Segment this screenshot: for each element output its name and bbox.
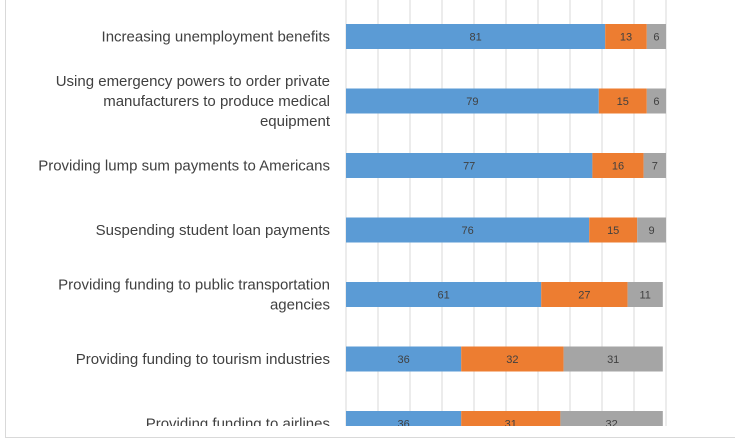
bar-segment [560, 411, 663, 426]
bar-segment [541, 282, 628, 307]
bar-segment [346, 282, 542, 307]
bar-segment [646, 88, 666, 114]
bar-segment [592, 153, 644, 178]
bars: 81 13 6 79 15 6 77 16 7 76 15 9 61 27 11 36 32 31 36 31 32 [346, 24, 666, 426]
data-label: 31 [607, 354, 619, 366]
bar-segment [646, 24, 666, 49]
data-label: 15 [617, 96, 629, 108]
bar-segment [346, 24, 606, 49]
data-label: 36 [397, 354, 409, 366]
bar-segment [346, 217, 590, 243]
data-label: 32 [506, 354, 518, 366]
bar-segment [627, 282, 663, 307]
data-label: 36 [397, 419, 409, 427]
bar-segment [346, 88, 599, 114]
category-label: Increasing unemployment benefits [102, 29, 330, 46]
bar-segment [346, 411, 462, 426]
data-label: 76 [461, 225, 473, 237]
data-label: 77 [463, 161, 475, 173]
data-label: 15 [607, 225, 619, 237]
bar-segment [589, 217, 638, 243]
data-label: 32 [605, 419, 617, 427]
data-label: 13 [620, 32, 632, 44]
data-label: 16 [612, 161, 624, 173]
data-label: 31 [505, 419, 517, 427]
bar-segment [643, 153, 666, 178]
bar-segment [605, 24, 647, 49]
stacked-bar-chart: Increasing unemployment benefits Using em… [38, 0, 667, 427]
bar-segment [637, 217, 666, 243]
data-label: 61 [437, 290, 449, 302]
bar-segment [598, 88, 647, 114]
bar-segment [563, 346, 663, 372]
bar-segment [346, 153, 593, 178]
bar-segment [461, 346, 564, 372]
bar-segment [346, 346, 462, 372]
data-label: 6 [653, 32, 659, 44]
category-label: Using emergency powers to order private m… [56, 73, 331, 130]
data-label: 27 [578, 290, 590, 302]
data-label: 79 [466, 96, 478, 108]
category-label: Providing lump sum payments to Americans [38, 158, 330, 175]
data-label: 81 [469, 32, 481, 44]
category-label: Suspending student loan payments [96, 222, 330, 239]
data-label: 9 [649, 225, 655, 237]
category-label: Providing funding to public transportati… [58, 277, 330, 314]
data-label: 6 [653, 96, 659, 108]
category-label: Providing funding to tourism industries [76, 351, 330, 368]
data-label: 11 [639, 290, 650, 302]
category-label: Providing funding to airlines [146, 416, 330, 427]
category-labels: Increasing unemployment benefits Using em… [38, 29, 331, 427]
bar-segment [461, 411, 561, 426]
data-label: 7 [652, 161, 658, 173]
